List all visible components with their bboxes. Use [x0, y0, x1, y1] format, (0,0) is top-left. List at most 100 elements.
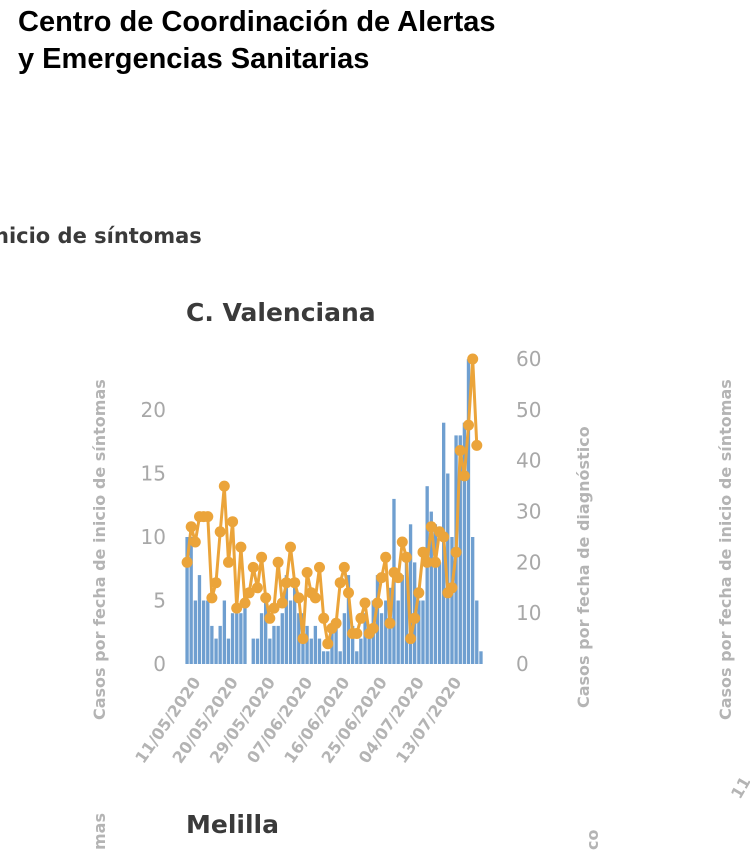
bar	[226, 638, 231, 664]
line-point	[338, 561, 350, 573]
bar	[479, 651, 483, 664]
bar	[280, 613, 284, 664]
line-point	[405, 633, 417, 645]
bar	[288, 600, 293, 664]
bar	[363, 613, 367, 664]
line-point	[322, 638, 334, 650]
line-point	[343, 587, 354, 599]
bar	[475, 600, 479, 664]
bar	[342, 613, 347, 664]
line-point	[367, 622, 379, 634]
line-point	[223, 556, 234, 568]
line-point	[409, 612, 421, 624]
left-y-ticks: 0 5 10 15 20	[141, 398, 166, 676]
bar	[293, 587, 297, 664]
line-point	[380, 551, 392, 563]
line-point	[413, 587, 425, 599]
bar	[429, 511, 433, 664]
bar	[193, 600, 198, 664]
line-point	[309, 592, 321, 604]
line-point	[454, 445, 466, 456]
line-point	[202, 511, 214, 523]
line-point	[181, 556, 193, 568]
bar	[313, 625, 318, 664]
line-point	[425, 521, 437, 533]
line-point	[256, 551, 268, 563]
line-point	[276, 597, 288, 609]
line-point	[396, 536, 408, 548]
panel-title-c-valenciana: C. Valenciana	[186, 298, 376, 327]
bar	[230, 613, 235, 664]
line-point	[272, 556, 284, 568]
line-point	[210, 577, 222, 589]
line-point	[438, 531, 450, 543]
line-point	[285, 541, 296, 553]
line-point	[376, 572, 388, 584]
bar	[259, 613, 264, 664]
bar	[404, 562, 409, 664]
left-y-tick: 5	[153, 589, 166, 613]
line-path	[185, 357, 479, 646]
right-y-ticks: 0 10 20 30 40 50 60	[516, 347, 541, 676]
line-point	[446, 582, 458, 594]
line-point	[251, 582, 263, 594]
bar	[197, 575, 202, 664]
line-point	[450, 546, 462, 558]
bar	[351, 625, 355, 664]
line-point	[297, 633, 309, 645]
left-y-tick: 20	[141, 398, 166, 422]
line-point	[260, 592, 272, 604]
right-y-tick: 10	[516, 601, 541, 625]
bar	[264, 600, 268, 664]
line-point	[463, 419, 474, 431]
bar	[243, 600, 247, 664]
bar	[408, 524, 413, 664]
line-point	[301, 567, 313, 578]
bar	[255, 638, 260, 664]
bar	[305, 625, 309, 664]
line-point	[471, 439, 483, 451]
line-point	[400, 551, 412, 563]
bar	[206, 600, 210, 664]
bar	[189, 537, 193, 664]
bar	[326, 651, 330, 664]
x-ticks: 11/05/202020/05/202029/05/202007/06/2020…	[131, 673, 465, 766]
bar	[446, 473, 450, 664]
line-point	[458, 470, 470, 482]
bar	[284, 575, 289, 664]
line-point	[318, 612, 330, 624]
left-y-tick: 10	[141, 525, 166, 549]
line-point	[384, 617, 396, 629]
right-y-tick: 20	[516, 550, 541, 574]
bar	[272, 625, 276, 664]
bar	[322, 651, 326, 664]
section-title: nicio de síntomas	[0, 224, 202, 248]
bar	[462, 422, 467, 664]
line-point	[429, 556, 441, 568]
line-point	[235, 541, 247, 553]
left-y-tick: 15	[141, 462, 166, 486]
line-point	[185, 521, 197, 533]
left-y-tick: 0	[153, 652, 166, 676]
bar	[396, 600, 400, 664]
line-point	[355, 612, 367, 624]
line-point	[351, 628, 363, 639]
bar	[210, 625, 214, 664]
line-point	[268, 602, 280, 614]
bar	[239, 613, 243, 664]
right-y-tick: 0	[516, 652, 529, 676]
bar	[359, 638, 363, 664]
bar	[421, 600, 425, 664]
neighbor-x-tick-fragment: 11	[727, 773, 750, 802]
bar	[276, 625, 280, 664]
bar	[384, 600, 388, 664]
bar	[218, 625, 222, 664]
right-y-tick: 40	[516, 449, 541, 473]
bar	[375, 575, 380, 664]
bar	[334, 625, 338, 664]
bar	[367, 625, 371, 664]
bar	[338, 651, 342, 664]
bar	[222, 600, 227, 664]
bar	[437, 562, 442, 664]
